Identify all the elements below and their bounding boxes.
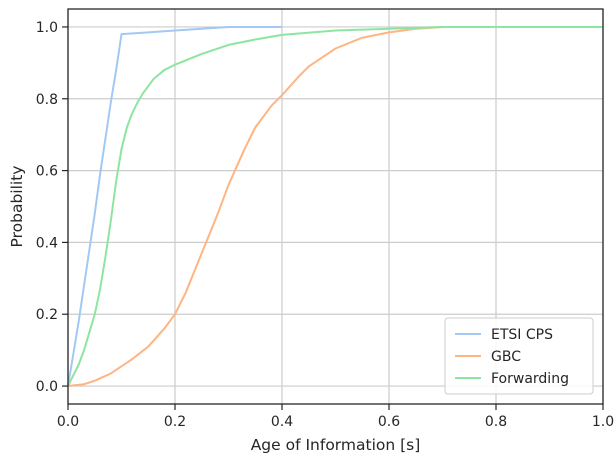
series-layer — [67, 25, 603, 388]
series-line — [67, 25, 282, 387]
legend-label: ETSI CPS — [491, 327, 553, 343]
x-tick-label: 0.0 — [57, 414, 79, 430]
plot-frame — [67, 8, 604, 405]
y-tick-label: 0.6 — [36, 164, 58, 180]
y-tick-label: 0.0 — [36, 379, 58, 395]
series-line — [67, 25, 603, 388]
x-tick-label: 0.6 — [378, 414, 400, 430]
legend-label: GBC — [491, 349, 521, 365]
y-tick-label: 0.8 — [36, 92, 58, 108]
y-tick-label: 0.4 — [36, 235, 58, 251]
x-tick-label: 0.2 — [164, 414, 186, 430]
legend-box — [444, 317, 594, 395]
legend: ETSI CPS GBC Forwarding — [444, 317, 594, 395]
x-tick-label: 0.8 — [485, 414, 507, 430]
legend-label: Forwarding — [491, 371, 569, 387]
x-axis-label: Age of Information [s] — [251, 436, 421, 454]
x-tick-label: 1.0 — [592, 414, 614, 430]
axes-layer — [67, 8, 604, 405]
y-tick-label: 0.2 — [36, 307, 58, 323]
y-axis-label: Probability — [8, 166, 26, 248]
y-tick-label: 1.0 — [36, 20, 58, 36]
x-tick-label: 0.4 — [271, 414, 293, 430]
series-line — [67, 25, 603, 387]
ticks-layer: 0.0 0.2 0.4 0.6 0.8 1.0 0.0 0.2 0.4 0.6 0.8 1.0 — [36, 20, 614, 430]
